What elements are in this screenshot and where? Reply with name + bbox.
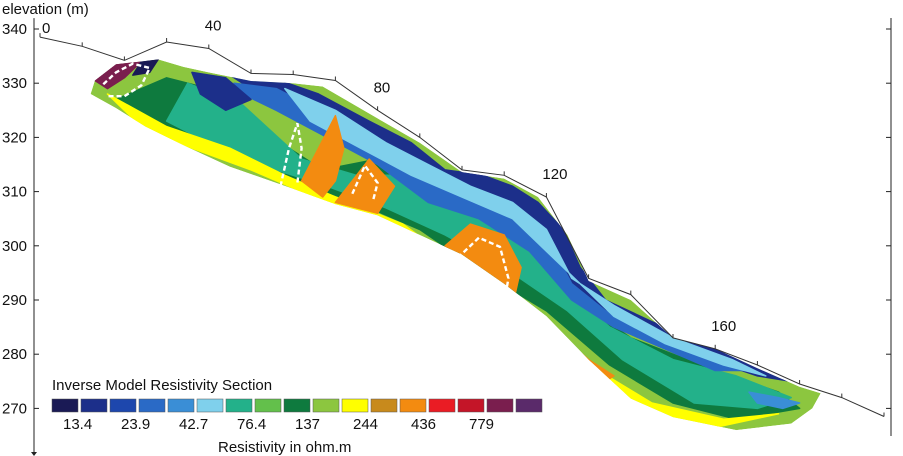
legend-swatch-1 xyxy=(80,398,108,413)
anomaly-outline-1 xyxy=(279,122,303,187)
x-distance-labels: 0 40 80 120 160 xyxy=(42,18,736,335)
topography-layer xyxy=(39,33,885,417)
resistivity-band-13 xyxy=(748,391,801,410)
legend-swatch-14 xyxy=(457,398,485,413)
legend-swatch-3 xyxy=(138,398,166,413)
anomaly-outline-2 xyxy=(456,236,510,306)
distance-label-3: 120 xyxy=(542,166,567,183)
legend-swatch-9 xyxy=(312,398,340,413)
anomaly-outline-4 xyxy=(553,347,598,380)
y-axis-arrow xyxy=(31,452,37,456)
distance-label-1: 40 xyxy=(205,18,222,35)
legend-swatch-16 xyxy=(515,398,543,413)
legend-label-7: 779 xyxy=(469,416,494,433)
y-axis-title: elevation (m) xyxy=(2,1,89,18)
y-tick-label-0: 340 xyxy=(2,21,27,38)
resistivity-band-3 xyxy=(233,82,750,372)
y-tick-label-2: 320 xyxy=(2,129,27,146)
legend-label-6: 436 xyxy=(411,416,436,433)
legend-swatch-12 xyxy=(399,398,427,413)
legend-swatch-13 xyxy=(428,398,456,413)
legend-swatch-8 xyxy=(283,398,311,413)
section-fill-layer xyxy=(90,59,821,431)
resistivity-band-7 xyxy=(334,158,396,215)
legend-label-0: 13.4 xyxy=(63,416,92,433)
legend-swatch-4 xyxy=(167,398,195,413)
section-bands xyxy=(90,59,821,431)
legend-swatch-5 xyxy=(196,398,224,413)
y-tick-label-5: 290 xyxy=(2,292,27,309)
y-axis: 340 330 320 310 300 290 280 270 xyxy=(2,18,39,456)
legend-unit: Resistivity in ohm.m xyxy=(218,439,351,456)
distance-label-0: 0 xyxy=(42,20,50,37)
y-tick-label-7: 270 xyxy=(2,400,27,417)
legend-swatch-15 xyxy=(486,398,514,413)
resistivity-band-6 xyxy=(300,114,345,198)
y-tick-label-1: 330 xyxy=(2,75,27,92)
legend-title: Inverse Model Resistivity Section xyxy=(52,377,272,394)
legend: Inverse Model Resistivity Section Resist… xyxy=(51,377,543,456)
legend-swatch-0 xyxy=(51,398,79,413)
resistivity-band-12 xyxy=(191,71,252,112)
legend-label-4: 137 xyxy=(295,416,320,433)
legend-label-5: 244 xyxy=(353,416,378,433)
legend-label-3: 76.4 xyxy=(237,416,266,433)
anomaly-outline-0 xyxy=(102,62,152,98)
legend-swatch-2 xyxy=(109,398,137,413)
distance-label-2: 80 xyxy=(374,79,391,96)
distance-label-4: 160 xyxy=(711,318,736,335)
y-tick-label-6: 280 xyxy=(2,346,27,363)
legend-swatch-11 xyxy=(370,398,398,413)
anomaly-outline-layer xyxy=(102,62,598,380)
anomaly-outline-3 xyxy=(351,163,379,200)
right-axis xyxy=(886,18,892,436)
legend-swatch-7 xyxy=(254,398,282,413)
legend-label-1: 23.9 xyxy=(121,416,150,433)
resistivity-band-4 xyxy=(284,87,767,377)
y-tick-label-4: 300 xyxy=(2,238,27,255)
y-tick-label-3: 310 xyxy=(2,184,27,201)
legend-swatch-10 xyxy=(341,398,369,413)
legend-swatch-6 xyxy=(225,398,253,413)
legend-label-2: 42.7 xyxy=(179,416,208,433)
